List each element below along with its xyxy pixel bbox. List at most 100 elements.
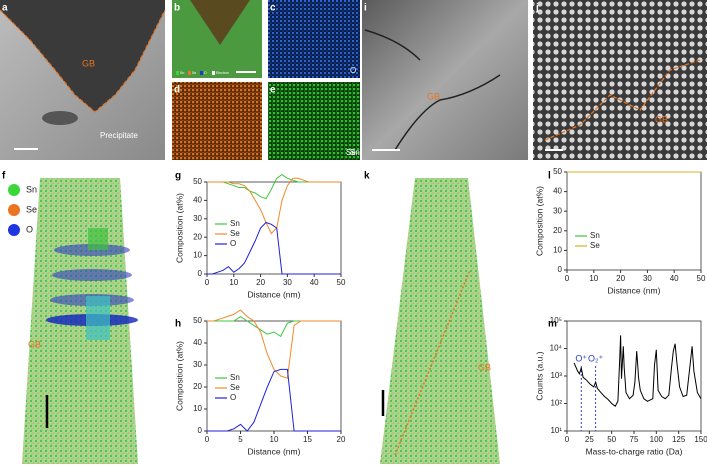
legend-label: O — [230, 239, 236, 248]
legend-label: Sn — [230, 373, 240, 382]
panel-label: h — [175, 319, 181, 330]
image-e — [268, 82, 360, 160]
panel-labels: a b c d e f g h i j k l m — [2, 3, 557, 330]
apt-tip — [380, 178, 500, 464]
legend-dot — [8, 204, 20, 216]
y-tick-label: 10⁵ — [550, 316, 562, 325]
annotation: GB — [655, 114, 668, 124]
x-tick-label: 20 — [337, 435, 346, 444]
panel-label: e — [270, 85, 276, 96]
y-tick-label: 40 — [193, 338, 202, 347]
x-tick-label: 5 — [238, 435, 243, 444]
panel-label: c — [270, 3, 276, 14]
roi — [86, 296, 110, 340]
legend: Sn Se O Electron — [176, 71, 229, 75]
annotation: O⁺ — [575, 353, 587, 363]
series-line — [207, 368, 341, 432]
x-axis-label: Distance (nm) — [248, 446, 301, 456]
y-tick-label: 50 — [193, 177, 202, 186]
x-tick-label: 0 — [565, 435, 570, 444]
x-tick-label: 15 — [303, 435, 312, 444]
y-tick-label: 30 — [193, 360, 202, 369]
y-tick-label: 0 — [198, 269, 203, 278]
series-line — [207, 173, 341, 200]
annotation: GB — [427, 91, 440, 101]
y-tick-label: 0 — [198, 426, 203, 435]
map-label: O — [350, 66, 356, 75]
legend-label: Sn — [180, 71, 184, 75]
x-tick-label: 0 — [205, 435, 210, 444]
legend-label: Sn — [26, 184, 37, 194]
image-i — [362, 0, 528, 160]
plot-frame — [566, 171, 702, 271]
x-tick-label: 150 — [694, 435, 707, 444]
legend-swatch — [200, 71, 203, 75]
grain — [190, 0, 250, 45]
panel-label: k — [364, 171, 370, 182]
gb-line — [0, 9, 166, 113]
x-tick-label: 125 — [672, 435, 686, 444]
x-axis-label: Distance (nm) — [608, 285, 661, 295]
legend-label: Se — [230, 383, 240, 392]
annotation: GB — [478, 362, 491, 372]
y-axis-label: Counts (a.u.) — [534, 351, 544, 400]
panel-label: m — [548, 319, 557, 330]
x-tick-label: 20 — [616, 274, 625, 283]
legend-label: O — [26, 224, 33, 234]
image-d — [172, 82, 262, 160]
y-tick-label: 10 — [193, 404, 202, 413]
x-axis-label: Distance (nm) — [248, 289, 301, 299]
legend-swatch — [188, 71, 191, 75]
x-tick-label: 40 — [310, 278, 319, 287]
legend: Sn Se O — [8, 184, 37, 236]
x-tick-label: 10 — [229, 278, 238, 287]
annotation: Precipitate — [100, 131, 138, 140]
legend-dot — [8, 224, 20, 236]
legend-label: Se — [192, 71, 196, 75]
x-tick-label: 50 — [607, 435, 616, 444]
series-line — [573, 335, 702, 407]
x-tick-label: 50 — [697, 274, 706, 283]
y-tick-label: 40 — [553, 187, 562, 196]
legend-dot — [8, 184, 20, 196]
y-tick-label: 40 — [193, 196, 202, 205]
panel-label: b — [174, 3, 180, 14]
oxygen-band — [52, 269, 132, 281]
x-tick-label: 100 — [650, 435, 664, 444]
y-tick-label: 20 — [553, 226, 562, 235]
legend-label: Se — [26, 204, 37, 214]
y-tick-label: 50 — [553, 167, 562, 176]
annotation: O₂⁺ — [588, 353, 603, 363]
legend-label: Se — [590, 241, 600, 250]
legend-label: Sn — [590, 231, 600, 240]
y-axis-label: Composition (at%) — [174, 193, 184, 263]
panel-label: a — [2, 3, 8, 14]
y-axis-label: Composition (at%) — [534, 186, 544, 256]
legend-label: Se — [230, 229, 240, 238]
x-tick-label: 10 — [589, 274, 598, 283]
y-tick-label: 20 — [193, 232, 202, 241]
plot-frame — [206, 181, 342, 275]
panel-label: j — [535, 3, 539, 14]
panel-label: f — [2, 171, 6, 182]
annotation: GB — [82, 58, 95, 68]
series-line — [207, 316, 341, 338]
series-line — [207, 221, 341, 275]
series-line — [207, 309, 341, 379]
y-tick-label: 50 — [193, 316, 202, 325]
legend-swatch — [176, 71, 179, 75]
grain-boundary — [364, 29, 501, 151]
gb-line — [544, 59, 701, 141]
x-tick-label: 40 — [670, 274, 679, 283]
image-j — [533, 0, 707, 160]
gb-plane — [394, 269, 471, 456]
x-tick-label: 25 — [585, 435, 594, 444]
map-label: Se — [346, 148, 356, 157]
panel-label: d — [174, 85, 180, 96]
y-tick-label: 0 — [558, 265, 563, 274]
y-tick-label: 10 — [193, 251, 202, 260]
legend-label: Electron — [216, 71, 229, 75]
x-tick-label: 0 — [565, 274, 570, 283]
